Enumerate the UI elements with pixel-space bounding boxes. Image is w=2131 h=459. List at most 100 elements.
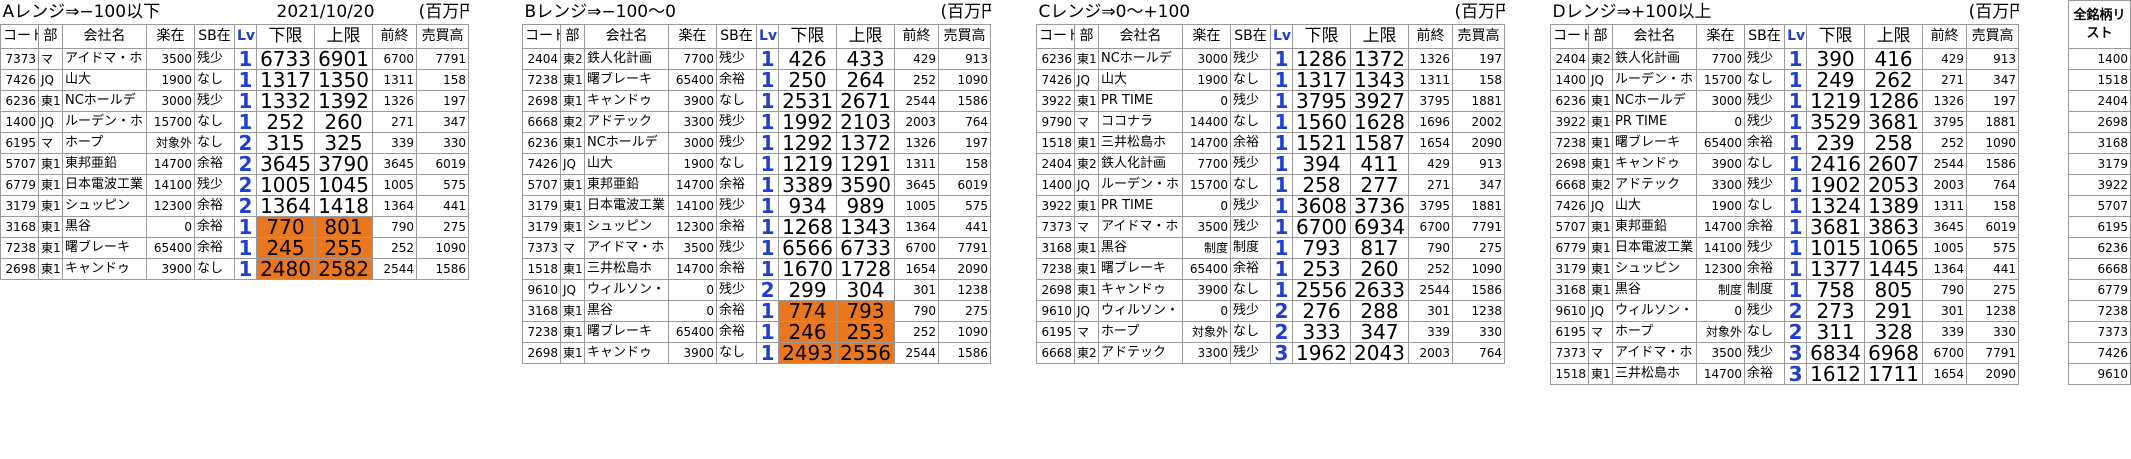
table-row[interactable]: 9790 マココナラ 14400 なし 1 1560 1628 1696 2002 [1036,110,1505,133]
list-item[interactable]: 7238 [2068,300,2131,322]
table-row[interactable]: 6236 東1 NCホールデ 3000 残少 1 1332 1392 1326 197 [0,89,470,112]
list-item[interactable]: 3922 [2068,174,2131,196]
cell-sales: 158 [416,68,470,91]
table-row[interactable]: 7238 東1 曙ブレーキ 65400 余裕 1 253 260 252 1090 [1036,257,1505,280]
table-row[interactable]: 1518 東1 三井松島ホ 14700 余裕 1 1521 1587 1654 2090 [1036,131,1505,154]
table-row[interactable]: 2698 東1 キャンドゥ 3900 なし 1 2493 2556 2544 1586 [522,341,992,364]
table-row[interactable]: 3922 東1 PR TIME 0 残少 1 3608 3736 3795 1881 [1036,194,1505,217]
table-row[interactable]: 7373 マアイドマ・ホ 3500 残少 1 6700 6934 6700 7791 [1036,215,1505,238]
table-row[interactable]: 6195 マホープ 対象外 なし 2 315 325 339 330 [0,131,470,154]
table-row[interactable]: 7373 マアイドマ・ホ 3500 残少 3 6834 6968 6700 7791 [1550,341,2020,364]
cell-mkt: 東1 [1074,89,1099,112]
table-row[interactable]: 3179 東1 シュッピン 12300 余裕 1 1268 1343 1364 441 [522,215,992,238]
cell-sales: 1090 [416,236,470,259]
cell-prev: 252 [1408,257,1453,280]
table-row[interactable]: 3922 東1 PR TIME 0 残少 1 3529 3681 3795 1881 [1550,110,2020,133]
table-row[interactable]: 2698 東1 キャンドゥ 3900 なし 1 2480 2582 2544 1586 [0,257,470,280]
cell-lv: 1 [1270,236,1293,259]
table-row[interactable]: 3168 東1 黒谷 0 余裕 1 770 801 790 275 [0,215,470,238]
table-row[interactable]: 5707 東1 東邦亜鉛 14700 余裕 1 3389 3590 3645 6019 [522,173,992,196]
table-row[interactable]: 6668 東2 アドテック 3300 残少 1 1902 2053 2003 764 [1550,173,2020,196]
table-row[interactable]: 1400 JQ ルーデン・ホ 15700 なし 1 252 260 271 347 [0,110,470,133]
table-row[interactable]: 9610 JQ ウィルソン・ 0 残少 2 276 288 301 1238 [1036,299,1505,322]
list-item[interactable]: 6195 [2068,216,2131,238]
cell-lower: 6566 [778,236,838,259]
table-row[interactable]: 3168 東1 黒谷 制度 制度 1 793 817 790 275 [1036,236,1505,259]
cell-price: 15700 [146,110,195,133]
table-row[interactable]: 5707 東1 東邦亜鉛 14700 余裕 2 3645 3790 3645 6019 [0,152,470,175]
table-row[interactable]: 6236 東1 NCホールデ 3000 残少 1 1219 1286 1326 197 [1550,89,2020,112]
table-row[interactable]: 6668 東2 アドテック 3300 残少 3 1962 2043 2003 764 [1036,341,1505,364]
list-item[interactable]: 2404 [2068,90,2131,112]
table-row[interactable]: 1400 JQ ルーデン・ホ 15700 なし 1 258 277 271 347 [1036,173,1505,196]
cell-upper: 1418 [314,194,374,217]
cell-prev: 1326 [372,89,418,112]
cell-prev: 1696 [1408,110,1453,133]
table-row[interactable]: 2404 東2 鉄人化計画 7700 残少 1 394 411 429 913 [1036,152,1505,175]
table-row[interactable]: 3179 東1 シュッピン 12300 余裕 2 1364 1418 1364 441 [0,194,470,217]
table-row[interactable]: 7238 東1 曙ブレーキ 65400 余裕 1 250 264 252 1090 [522,68,992,91]
cell-lv: 1 [756,173,780,196]
table-row[interactable]: 7238 東1 曙ブレーキ 65400 余裕 1 245 255 252 1090 [0,236,470,259]
list-item[interactable]: 1400 [2068,48,2131,70]
table-row[interactable]: 9610 JQ ウィルソン・ 0 残少 2 299 304 301 1238 [522,278,992,301]
table-row[interactable]: 2698 東1 キャンドゥ 3900 なし 1 2416 2607 2544 1586 [1550,152,2020,175]
table-row[interactable]: 3168 東1 黒谷 0 余裕 1 774 793 790 275 [522,299,992,322]
cell-mkt: JQ [1074,68,1099,91]
cell-mkt: 東1 [560,320,585,343]
cell-lower: 246 [778,320,838,343]
cell-code: 7373 [1036,215,1075,238]
list-item[interactable]: 6236 [2068,237,2131,259]
table-row[interactable]: 7238 東1 曙ブレーキ 65400 余裕 1 239 258 252 1090 [1550,131,2020,154]
table-row[interactable]: 1518 東1 三井松島ホ 14700 余裕 1 1670 1728 1654 2090 [522,257,992,280]
table-row[interactable]: 1400 JQ ルーデン・ホ 15700 なし 1 249 262 271 347 [1550,68,2020,91]
table-row[interactable]: 1518 東1 三井松島ホ 14700 余裕 3 1612 1711 1654 2090 [1550,362,2020,385]
table-row[interactable]: 7373 マアイドマ・ホ 3500 残少 1 6733 6901 6700 7791 [0,47,470,70]
list-item[interactable]: 9610 [2068,363,2131,385]
table-row[interactable]: 6195 マホープ 対象外 なし 2 333 347 339 330 [1036,320,1505,343]
table-row[interactable]: 6779 東1 日本電波工業 14100 残少 1 1015 1065 1005 575 [1550,236,2020,259]
cell-prev: 339 [1408,320,1453,343]
table-row[interactable]: 2698 東1 キャンドゥ 3900 なし 1 2556 2633 2544 1586 [1036,278,1505,301]
table-row[interactable]: 6236 東1 NCホールデ 3000 残少 1 1286 1372 1326 197 [1036,47,1505,70]
cell-lv: 1 [1270,278,1293,301]
cell-lv: 2 [756,278,780,301]
list-item[interactable]: 3179 [2068,153,2131,175]
list-item[interactable]: 6668 [2068,258,2131,280]
table-row[interactable]: 3179 東1 シュッピン 12300 余裕 1 1377 1445 1364 441 [1550,257,2020,280]
table-row[interactable]: 7373 マアイドマ・ホ 3500 残少 1 6566 6733 6700 7791 [522,236,992,259]
table-row[interactable]: 7426 JQ 山大 1900 なし 1 1317 1343 1311 158 [1036,68,1505,91]
list-item[interactable]: 7373 [2068,321,2131,343]
table-row[interactable]: 2404 東2 鉄人化計画 7700 残少 1 390 416 429 913 [1550,47,2020,70]
table-row[interactable]: 3179 東1 日本電波工業 14100 残少 1 934 989 1005 575 [522,194,992,217]
table-row[interactable]: 7238 東1 曙ブレーキ 65400 余裕 1 246 253 252 1090 [522,320,992,343]
table-row[interactable]: 7426 JQ 山大 1900 なし 1 1317 1350 1311 158 [0,68,470,91]
table-row[interactable]: 7426 JQ 山大 1900 なし 1 1324 1389 1311 158 [1550,194,2020,217]
table-row[interactable]: 3168 東1 黒谷 制度 制度 1 758 805 790 275 [1550,278,2020,301]
cell-lower: 1521 [1292,131,1351,154]
table-row[interactable]: 2698 東1 キャンドゥ 3900 なし 1 2531 2671 2544 1586 [522,89,992,112]
table-row[interactable]: 3922 東1 PR TIME 0 残少 1 3795 3927 3795 1881 [1036,89,1505,112]
cell-name: NCホールデ [584,131,669,154]
table-row[interactable]: 6195 マホープ 対象外 なし 2 311 328 339 330 [1550,320,2020,343]
table-row[interactable]: 9610 JQ ウィルソン・ 0 残少 2 273 291 301 1238 [1550,299,2020,322]
list-item[interactable]: 7426 [2068,342,2131,364]
list-item[interactable]: 1518 [2068,69,2131,91]
cell-prev: 429 [1408,152,1453,175]
table-row[interactable]: 6668 東2 アドテック 3300 残少 1 1992 2103 2003 764 [522,110,992,133]
cell-sales: 1586 [1966,152,2020,175]
list-item[interactable]: 6779 [2068,279,2131,301]
list-code: 6668 [2068,258,2131,280]
list-item[interactable]: 2698 [2068,111,2131,133]
table-row[interactable]: 7426 JQ 山大 1900 なし 1 1219 1291 1311 158 [522,152,992,175]
cell-sales: 158 [1452,68,1505,91]
table-row[interactable]: 2404 東2 鉄人化計画 7700 残少 1 426 433 429 913 [522,47,992,70]
list-item[interactable]: 3168 [2068,132,2131,154]
table-row[interactable]: 6236 東1 NCホールデ 3000 残少 1 1292 1372 1326 197 [522,131,992,154]
table-row[interactable]: 5707 東1 東邦亜鉛 14700 余裕 1 3681 3863 3645 6019 [1550,215,2020,238]
list-item[interactable]: 5707 [2068,195,2131,217]
table-row[interactable]: 6779 東1 日本電波工業 14100 残少 2 1005 1045 1005 575 [0,173,470,196]
cell-sb: 余裕 [715,215,758,238]
header-prev: 前終 [894,23,940,49]
